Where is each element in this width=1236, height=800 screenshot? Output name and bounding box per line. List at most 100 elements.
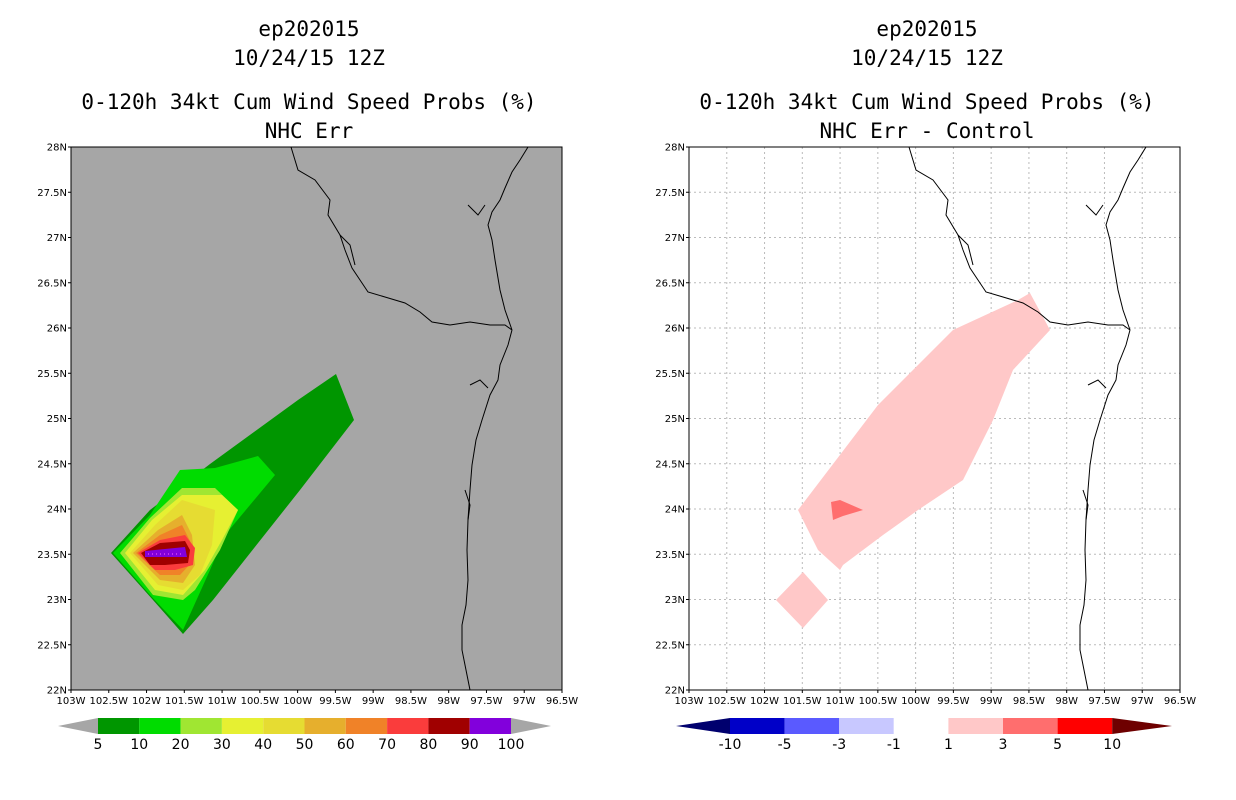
lat-label: 26N xyxy=(665,324,685,335)
lat-label: 23.5N xyxy=(37,550,67,561)
left-title-time: 10/24/15 12Z xyxy=(233,46,385,70)
lat-label: 24N xyxy=(47,505,67,516)
lon-label: 96.5W xyxy=(1164,696,1196,707)
lon-label: 98W xyxy=(1055,696,1078,707)
left-colorbar-label: 5 xyxy=(94,737,103,753)
lat-label: 25N xyxy=(665,414,685,425)
lat-label: 25N xyxy=(47,414,67,425)
right-coastline xyxy=(908,146,1147,691)
lon-label: 98.5W xyxy=(395,696,427,707)
left-coastline xyxy=(290,146,529,691)
right-title-subtitle: NHC Err - Control xyxy=(819,119,1035,143)
lat-label: 24.5N xyxy=(37,459,67,470)
left-colorbar-label: 10 xyxy=(130,737,148,753)
left-colorbar-low-arrow xyxy=(58,718,98,734)
right-colorbar: -10 -5 -3 -1 1 3 5 10 xyxy=(676,718,1172,753)
left-colorbar-label: 50 xyxy=(296,737,314,753)
left-title-subtitle: NHC Err xyxy=(264,119,354,143)
lat-label: 27N xyxy=(665,233,685,244)
left-colorbar-label: 70 xyxy=(378,737,396,753)
lon-label: 101W xyxy=(826,696,855,707)
lat-label: 22N xyxy=(47,686,67,697)
lon-label: 100.5W xyxy=(241,696,280,707)
left-colorbar-swatch xyxy=(180,718,222,734)
left-colorbar-label: 100 xyxy=(498,737,525,753)
lon-label: 99W xyxy=(980,696,1003,707)
lat-label: 28N xyxy=(47,143,67,154)
lon-label: 100W xyxy=(901,696,930,707)
lon-label: 98W xyxy=(437,696,460,707)
left-title-product: 0-120h 34kt Cum Wind Speed Probs (%) xyxy=(81,90,537,114)
left-colorbar-label: 60 xyxy=(337,737,355,753)
left-colorbar-swatch xyxy=(428,718,470,734)
left-colorbar-swatch xyxy=(345,718,388,734)
lat-label: 28N xyxy=(665,143,685,154)
right-colorbar-low-arrow xyxy=(676,718,730,734)
right-axis-ticks: 28N 27.5N 27N 26.5N 26N 25.5N 25N 24.5N 24N 23.5N… xyxy=(655,143,1196,708)
lon-label: 101W xyxy=(208,696,237,707)
left-map-svg: 28N 27.5N 27N 26.5N 26N 25.5N 25N 24.5N 24N 23.5N… xyxy=(37,143,578,754)
left-map-panel: ep202015 10/24/15 12Z 0-120h 34kt Cum Wi… xyxy=(37,17,578,754)
diff-positive-isolated xyxy=(776,572,828,628)
lon-label: 102.5W xyxy=(708,696,747,707)
left-colorbar-label: 30 xyxy=(213,737,231,753)
right-colorbar-high-arrow xyxy=(1112,718,1172,734)
diff-positive-strong xyxy=(831,500,863,520)
left-colorbar-swatch xyxy=(469,718,511,734)
lat-label: 25.5N xyxy=(37,369,67,380)
right-title-product: 0-120h 34kt Cum Wind Speed Probs (%) xyxy=(699,90,1155,114)
lat-label: 27.5N xyxy=(655,188,685,199)
lat-label: 23.5N xyxy=(655,550,685,561)
lon-label: 97W xyxy=(513,696,536,707)
right-title-time: 10/24/15 12Z xyxy=(851,46,1003,70)
right-colorbar-swatch xyxy=(1003,718,1058,734)
right-title-storm: ep202015 xyxy=(876,17,978,41)
right-colorbar-swatch xyxy=(893,718,949,734)
right-colorbar-label: 1 xyxy=(944,737,953,753)
lon-label: 99W xyxy=(362,696,385,707)
lat-label: 22.5N xyxy=(655,640,685,651)
lon-label: 97.5W xyxy=(1088,696,1120,707)
right-colorbar-label: 10 xyxy=(1103,737,1121,753)
lat-label: 27.5N xyxy=(37,188,67,199)
left-colorbar: 5 10 20 30 40 50 60 70 80 90 100 xyxy=(58,718,551,753)
right-map-panel: ep202015 10/24/15 12Z 0-120h 34kt Cum Wi… xyxy=(618,0,1236,800)
lat-label: 26.5N xyxy=(655,278,685,289)
right-colorbar-label: -1 xyxy=(887,737,901,753)
right-colorbar-swatch xyxy=(948,718,1003,734)
right-colorbar-label: -10 xyxy=(719,737,742,753)
left-colorbar-label: 40 xyxy=(254,737,272,753)
lon-label: 97.5W xyxy=(470,696,502,707)
left-colorbar-label: 90 xyxy=(461,737,479,753)
lon-label: 102W xyxy=(132,696,161,707)
left-colorbar-label: 80 xyxy=(419,737,437,753)
lon-label: 96.5W xyxy=(546,696,578,707)
lon-label: 98.5W xyxy=(1013,696,1045,707)
lon-label: 97W xyxy=(1131,696,1154,707)
left-colorbar-label: 20 xyxy=(172,737,190,753)
left-axis-ticks: 28N 27.5N 27N 26.5N 26N 25.5N 25N 24.5N 24N 23.5N… xyxy=(37,143,578,708)
right-colorbar-label: 5 xyxy=(1053,737,1062,753)
lon-label: 102.5W xyxy=(90,696,129,707)
lat-label: 25.5N xyxy=(655,369,685,380)
lat-label: 23N xyxy=(665,595,685,606)
lon-label: 101.5W xyxy=(165,696,204,707)
lat-label: 26N xyxy=(47,324,67,335)
lon-label: 100W xyxy=(283,696,312,707)
lon-label: 102W xyxy=(750,696,779,707)
left-colorbar-swatch xyxy=(387,718,429,734)
right-colorbar-swatch xyxy=(839,718,894,734)
right-colorbar-label: 3 xyxy=(999,737,1008,753)
lat-label: 22N xyxy=(665,686,685,697)
right-colorbar-swatch xyxy=(1057,718,1113,734)
left-colorbar-swatch xyxy=(98,718,140,734)
lon-label: 103W xyxy=(57,696,86,707)
right-map-svg: 28N 27.5N 27N 26.5N 26N 25.5N 25N 24.5N 24N 23.5N… xyxy=(655,143,1196,754)
left-probability-contours xyxy=(111,374,354,634)
right-colorbar-label: -5 xyxy=(778,737,792,753)
right-colorbar-swatch xyxy=(784,718,840,734)
left-colorbar-swatch xyxy=(304,718,346,734)
left-title-storm: ep202015 xyxy=(258,17,360,41)
left-colorbar-high-arrow xyxy=(511,718,551,734)
right-difference-contours xyxy=(776,293,1050,628)
